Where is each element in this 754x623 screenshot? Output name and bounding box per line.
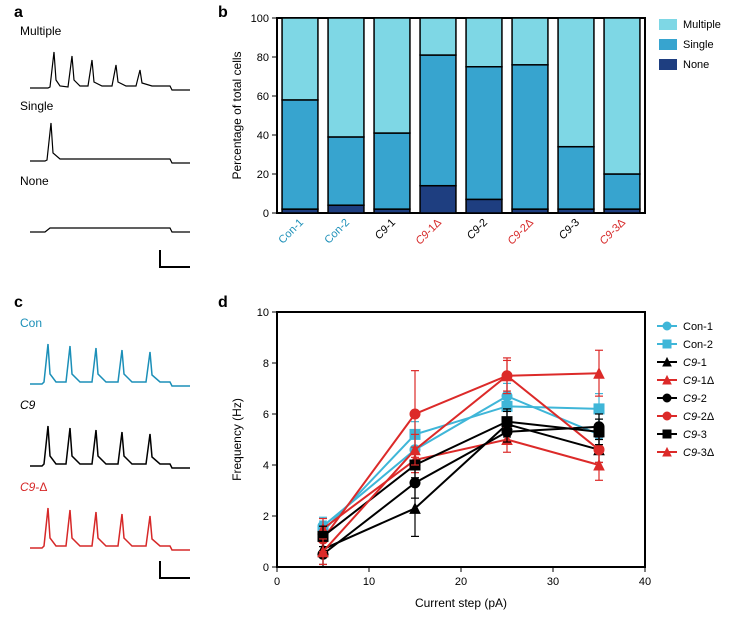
svg-text:40: 40 <box>257 130 269 142</box>
bar-C9-3Δ-Single <box>604 174 640 209</box>
bar-C9-2Δ-Single <box>512 65 548 209</box>
bar-C9-2-Single <box>466 67 502 200</box>
panel-c-scalebar <box>20 556 220 589</box>
svg-text:4: 4 <box>263 460 269 472</box>
svg-text:8: 8 <box>263 358 269 370</box>
panel-a-trace-none <box>20 190 200 245</box>
bar-C9-3-Single <box>558 147 594 209</box>
svg-text:100: 100 <box>251 13 269 25</box>
panel-a-scalebar <box>20 245 200 275</box>
svg-text:20: 20 <box>257 169 269 181</box>
legend-C9-1: C9-1 <box>683 357 707 369</box>
svg-text:2: 2 <box>263 511 269 523</box>
bar-xlabel-Con-2: Con-2 <box>322 217 352 247</box>
bar-C9-3-Multiple <box>558 18 594 147</box>
bar-chart: 0 20 40 60 80 100 Percentage of total cells Con… <box>225 8 745 268</box>
panel-a-caption-2: Single <box>20 99 210 113</box>
svg-text:6: 6 <box>263 409 269 421</box>
bar-C9-1Δ-None <box>420 186 456 213</box>
legend-label-None: None <box>683 59 709 71</box>
svg-text:80: 80 <box>257 52 269 64</box>
panel-c-trace-0 <box>20 332 200 392</box>
bar-Con-1-Single <box>282 100 318 209</box>
panel-a-caption-3: None <box>20 174 210 188</box>
bar-C9-1-Single <box>374 133 410 209</box>
svg-text:10: 10 <box>363 576 375 588</box>
bar-Con-2-None <box>328 205 364 213</box>
panel-a-trace-single <box>20 115 200 170</box>
svg-text:40: 40 <box>639 576 651 588</box>
bar-C9-1-Multiple <box>374 18 410 133</box>
bar-C9-2-Multiple <box>466 18 502 67</box>
svg-text:0: 0 <box>263 208 269 220</box>
panel-c-trace-1 <box>20 414 200 474</box>
svg-text:0: 0 <box>274 576 280 588</box>
panel-b: 0 20 40 60 80 100 Percentage of total cells Con… <box>225 8 745 268</box>
bar-C9-3Δ-Multiple <box>604 18 640 174</box>
panel-c-trace-2 <box>20 496 200 556</box>
svg-text:Frequency (Hz): Frequency (Hz) <box>230 398 244 481</box>
bar-C9-1Δ-Multiple <box>420 18 456 55</box>
bar-xlabel-Con-1: Con-1 <box>276 217 306 247</box>
panel-c-caption-1: C9 <box>20 398 220 412</box>
bar-C9-2Δ-Multiple <box>512 18 548 65</box>
legend-swatch-Multiple <box>659 19 677 30</box>
panel-a-caption-1: Multiple <box>20 24 210 38</box>
bar-C9-2-None <box>466 199 502 213</box>
figure: a b c d Multiple Single None 02040608010… <box>0 0 754 623</box>
panel-c-caption-2: C9-Δ <box>20 480 220 494</box>
panel-a: Multiple Single None <box>20 20 210 270</box>
bar-Con-1-Multiple <box>282 18 318 100</box>
legend-C9-3Δ: C9-3Δ <box>683 447 715 459</box>
svg-text:30: 30 <box>547 576 559 588</box>
bar-Con-2-Single <box>328 137 364 205</box>
svg-text:0: 0 <box>263 562 269 574</box>
svg-text:Current step (pA): Current step (pA) <box>415 596 507 610</box>
legend-swatch-None <box>659 59 677 70</box>
svg-text:10: 10 <box>257 307 269 319</box>
legend-Con-2: Con-2 <box>683 339 713 351</box>
svg-text:20: 20 <box>455 576 467 588</box>
panel-c: Con C9 C9-Δ <box>20 310 220 610</box>
legend-label-Multiple: Multiple <box>683 19 721 31</box>
legend-label-Single: Single <box>683 39 714 51</box>
bar-xlabel-C9-3: C9-3 <box>557 217 582 242</box>
bar-xlabel-C9-1Δ: C9-1Δ <box>414 216 445 247</box>
bar-xlabel-C9-2Δ: C9-2Δ <box>506 216 537 247</box>
line-chart: 0 10 20 30 40 0 2 4 6 8 10 Current step (pA) Frequen… <box>225 300 745 615</box>
svg-text:Percentage of total cells: Percentage of total cells <box>230 51 244 179</box>
series-C9-3Δ <box>323 373 599 552</box>
bar-xlabel-C9-3Δ: C9-3Δ <box>598 216 629 247</box>
legend-C9-3: C9-3 <box>683 429 707 441</box>
bar-xlabel-C9-2: C9-2 <box>465 217 490 242</box>
svg-text:60: 60 <box>257 91 269 103</box>
legend-swatch-Single <box>659 39 677 50</box>
panel-c-caption-0: Con <box>20 316 220 330</box>
panel-a-trace-multiple <box>20 40 200 95</box>
legend-C9-2: C9-2 <box>683 393 707 405</box>
bar-xlabel-C9-1: C9-1 <box>373 217 398 242</box>
series-Con-2 <box>323 406 599 531</box>
legend-Con-1: Con-1 <box>683 321 713 333</box>
bar-C9-1Δ-Single <box>420 55 456 186</box>
legend-C9-2Δ: C9-2Δ <box>683 411 715 423</box>
panel-d: 0 10 20 30 40 0 2 4 6 8 10 Current step (pA) Frequen… <box>225 300 745 615</box>
legend-C9-1Δ: C9-1Δ <box>683 375 715 387</box>
bar-Con-2-Multiple <box>328 18 364 137</box>
